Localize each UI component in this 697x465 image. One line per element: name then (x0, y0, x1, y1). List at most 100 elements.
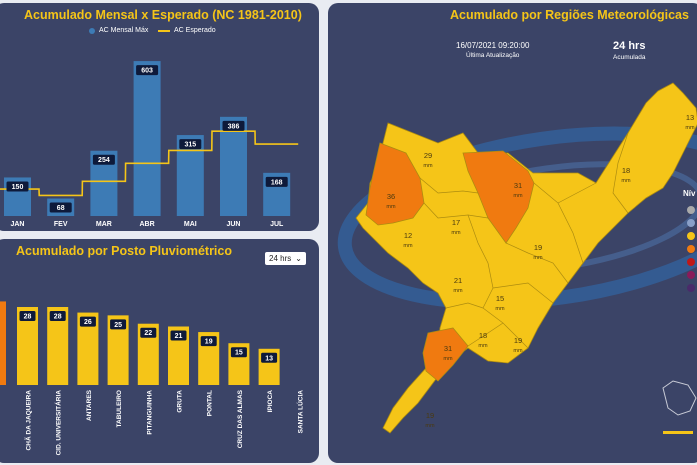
period-label: Acumulada (613, 54, 646, 61)
period-value: 24 hrs (613, 40, 646, 52)
last-update-datetime: 16/07/2021 09:20:00 (456, 41, 530, 50)
map-panel: Acumulado por Regiões Meteorológicas 16/… (328, 3, 697, 463)
posto-value-label-bg (261, 352, 278, 363)
monthly-tick-label: ABR (140, 221, 155, 228)
region-unit: mm (403, 243, 413, 249)
posto-value-label-bg (49, 311, 66, 321)
posto-value-label: 15 (235, 350, 243, 357)
posto-value-label: 21 (175, 333, 183, 340)
legend-monthly-max-swatch (89, 27, 95, 34)
monthly-panel-title: Acumulado Mensal x Esperado (NC 1981-201… (24, 8, 302, 22)
monthly-value-label-bg (49, 202, 72, 213)
monthly-value-label: 150 (12, 184, 24, 191)
region-unit: mm (443, 356, 453, 362)
posto-value-label: 26 (84, 319, 92, 326)
last-update-label: Última Atualização (465, 52, 520, 59)
posto-tick-label: PITANGUINHA (146, 390, 153, 435)
posto-bar[interactable] (77, 312, 99, 385)
posto-value-label-bg (79, 316, 96, 327)
scale-bar (663, 431, 693, 434)
posto-value-label-bg (19, 311, 36, 321)
posto-bar[interactable] (137, 323, 159, 385)
level-swatch (687, 271, 695, 279)
posto-tick-label: CHÃ DA JAQUEIRA (24, 390, 33, 451)
logo-watermark-outer (337, 126, 697, 310)
monthly-value-label: 254 (98, 157, 110, 164)
posto-tick-label: CRUZ DAS ALMAS (237, 389, 244, 448)
region-value[interactable]: 18 (622, 166, 630, 175)
region-unit: mm (685, 125, 695, 131)
monthly-tick-label: MAR (96, 221, 112, 228)
region-value[interactable]: 31 (444, 344, 452, 353)
inset-map (662, 380, 697, 416)
region-value[interactable]: 12 (404, 231, 412, 240)
monthly-value-label: 168 (271, 179, 283, 186)
region-value[interactable]: 15 (496, 294, 504, 303)
region-value[interactable]: 19 (534, 243, 542, 252)
region-value[interactable]: 18 (479, 331, 487, 340)
posto-tick-label: IPIOCA (267, 390, 274, 413)
posto-tick-label: TABULEIRO (116, 390, 123, 427)
region-unit: mm (386, 204, 396, 210)
posto-bar-partial (0, 301, 6, 385)
monthly-value-label-bg (92, 154, 115, 165)
monthly-value-label-bg (6, 181, 29, 192)
monthly-tick-label: FEV (54, 221, 68, 228)
posto-panel-title: Acumulado por Posto Pluviométrico (16, 244, 232, 258)
posto-tick-label: SANTA LÚCIA (295, 390, 304, 434)
region-unit: mm (513, 348, 523, 354)
monthly-tick-label: JUN (226, 221, 240, 228)
level-swatches (687, 206, 695, 292)
region-value[interactable]: 13 (686, 113, 694, 122)
monthly-bar-abr[interactable] (133, 61, 161, 217)
monthly-chart: 150 JAN 68 FEV 254 MAR 603 ABR 315 MAI 386 JUN 168 JU… (0, 61, 299, 228)
posto-value-label-bg (230, 347, 247, 358)
period-info: 24 hrs Acumulada (613, 40, 646, 61)
posto-value-label: 25 (114, 322, 122, 329)
region-value[interactable]: 21 (454, 276, 462, 285)
region-unit: mm (451, 230, 461, 236)
posto-value-label: 28 (54, 314, 62, 321)
region-orange-south (422, 327, 469, 382)
monthly-value-label-bg (179, 139, 202, 150)
monthly-value-label-bg (136, 65, 159, 76)
level-swatch (687, 284, 695, 292)
region-value[interactable]: 29 (424, 151, 432, 160)
region-unit: mm (495, 306, 505, 312)
expected-line (0, 130, 299, 197)
region-unit: mm (533, 255, 543, 261)
posto-bar[interactable] (47, 307, 69, 385)
region-value[interactable]: 36 (387, 192, 395, 201)
region-orange-west (365, 142, 425, 226)
posto-bar[interactable] (17, 307, 38, 385)
legend-expected-label: AC Esperado (174, 27, 216, 34)
level-swatch (687, 258, 695, 266)
legend-monthly-max-label: AC Mensal Máx (99, 27, 149, 34)
posto-tick-label: ANTARES (86, 389, 93, 421)
legend-monthly-max: AC Mensal Máx (89, 27, 148, 34)
monthly-bar-jun[interactable] (220, 116, 247, 216)
posto-bar[interactable] (107, 315, 129, 385)
region-value[interactable]: 19 (426, 411, 434, 420)
region-map: Nív 29 mm 31 mm 13 mm 18 mm 36 mm 12 mm 17 mm 19 mm 21 mm… (337, 82, 697, 434)
region-value[interactable]: 31 (514, 181, 522, 190)
region-unit: mm (453, 288, 463, 294)
monthly-tick-label: JUL (270, 221, 284, 228)
region-value[interactable]: 17 (452, 218, 460, 227)
level-swatch (687, 232, 695, 240)
posto-value-label: 28 (24, 314, 32, 321)
posto-bar[interactable] (168, 326, 189, 386)
period-dropdown[interactable]: 24 hrs ⌄ (265, 252, 306, 265)
level-swatch (687, 245, 695, 253)
monthly-value-label: 386 (228, 123, 240, 130)
region-unit: mm (621, 178, 631, 184)
level-swatch (687, 219, 695, 227)
region-value[interactable]: 19 (514, 336, 522, 345)
monthly-tick-label: MAI (184, 221, 197, 228)
map-legend-title: Nív (683, 189, 696, 198)
legend-expected: AC Esperado (158, 27, 216, 34)
last-update: 16/07/2021 09:20:00 Última Atualização (456, 41, 529, 59)
posto-value-label: 22 (144, 330, 152, 337)
chevron-down-icon: ⌄ (295, 254, 302, 263)
monthly-value-label: 603 (141, 68, 153, 75)
